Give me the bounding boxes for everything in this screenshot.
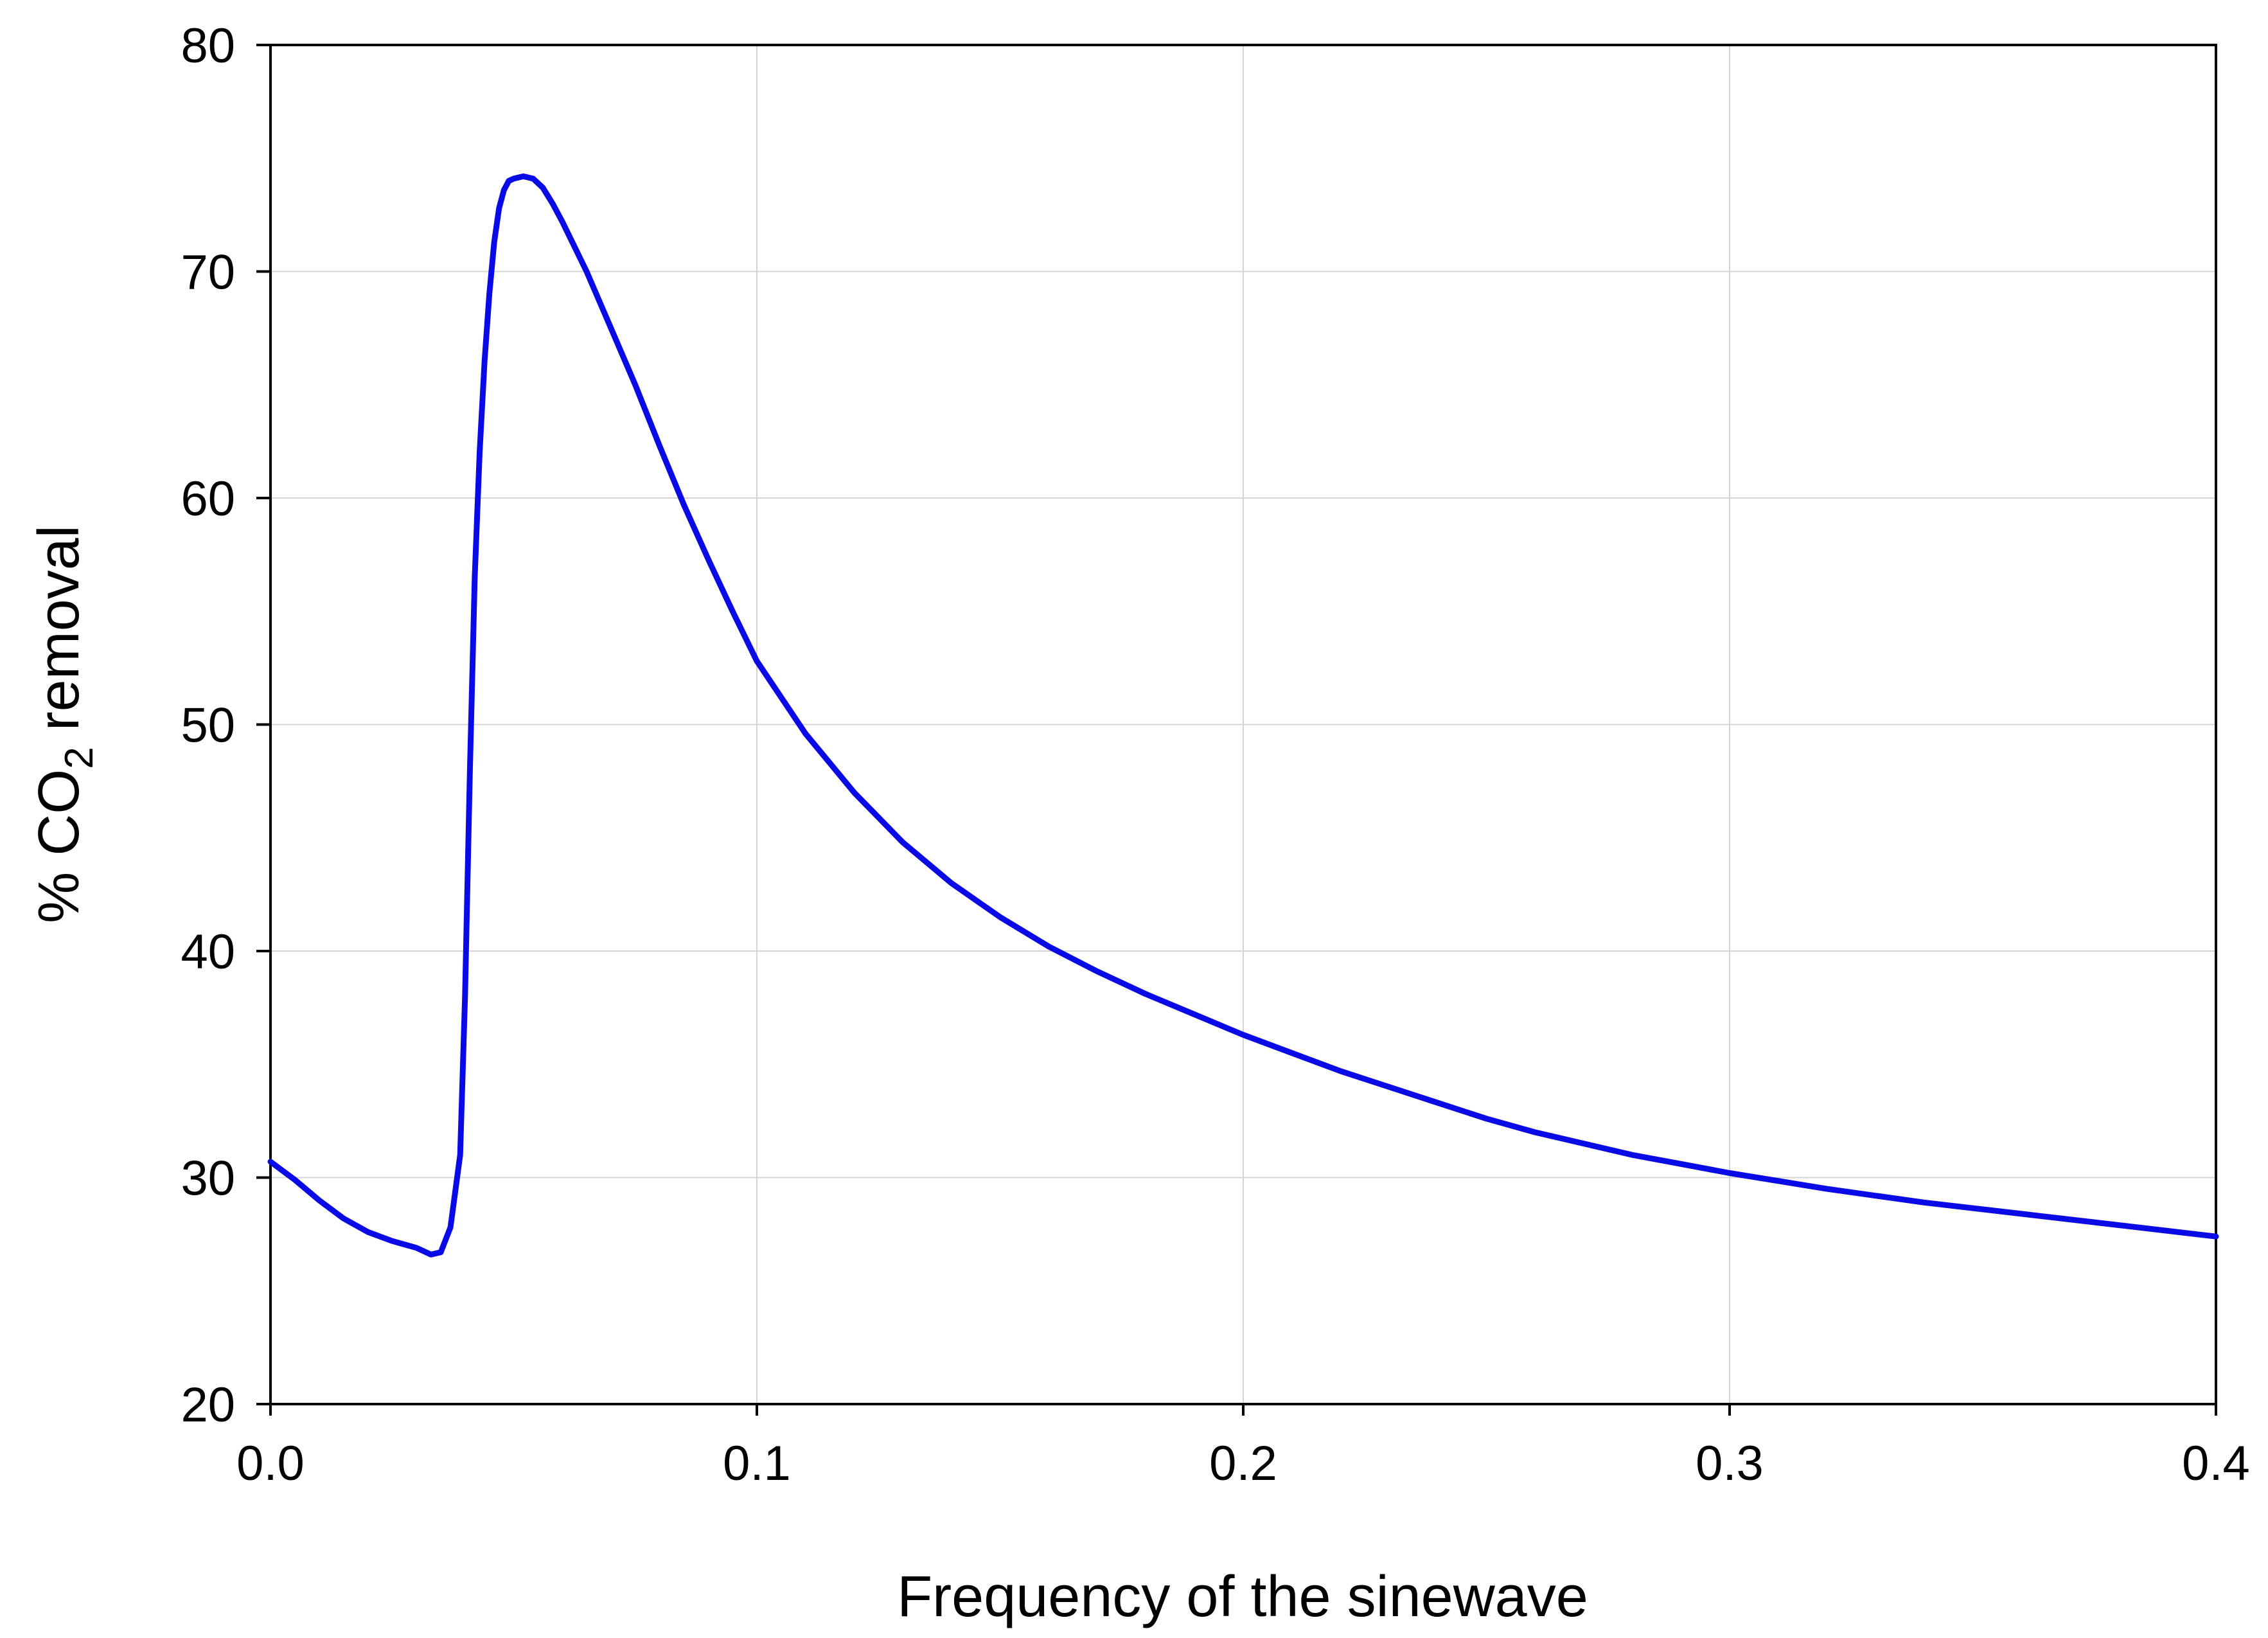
x-tick-label: 0.1 <box>723 1436 791 1491</box>
y-tick-label: 70 <box>181 245 235 300</box>
x-axis-title: Frequency of the sinewave <box>897 1565 1588 1629</box>
y-axis-title-subscript: 2 <box>57 747 102 769</box>
x-axis-ticks: 0.0 0.1 0.2 0.3 0.4 <box>236 1404 2250 1491</box>
y-tick-label: 80 <box>181 19 235 73</box>
y-tick-label: 30 <box>181 1152 235 1206</box>
y-axis-title-prefix: % CO <box>27 769 91 923</box>
y-tick-label: 20 <box>181 1378 235 1432</box>
y-axis-title: % CO2 removal <box>27 525 102 923</box>
y-axis-ticks: 20 30 40 50 60 70 80 <box>181 19 270 1432</box>
x-tick-label: 0.2 <box>1209 1436 1277 1491</box>
series-layer <box>267 173 2219 1258</box>
x-tick-label: 0.4 <box>2182 1436 2250 1491</box>
gridlines <box>270 45 2216 1404</box>
series-line <box>267 173 2219 1258</box>
y-tick-label: 60 <box>181 472 235 526</box>
x-tick-label: 0.3 <box>1696 1436 1764 1491</box>
y-tick-label: 40 <box>181 925 235 979</box>
y-axis-title-suffix: removal <box>27 525 91 747</box>
y-tick-label: 50 <box>181 699 235 753</box>
x-tick-label: 0.0 <box>236 1436 305 1491</box>
